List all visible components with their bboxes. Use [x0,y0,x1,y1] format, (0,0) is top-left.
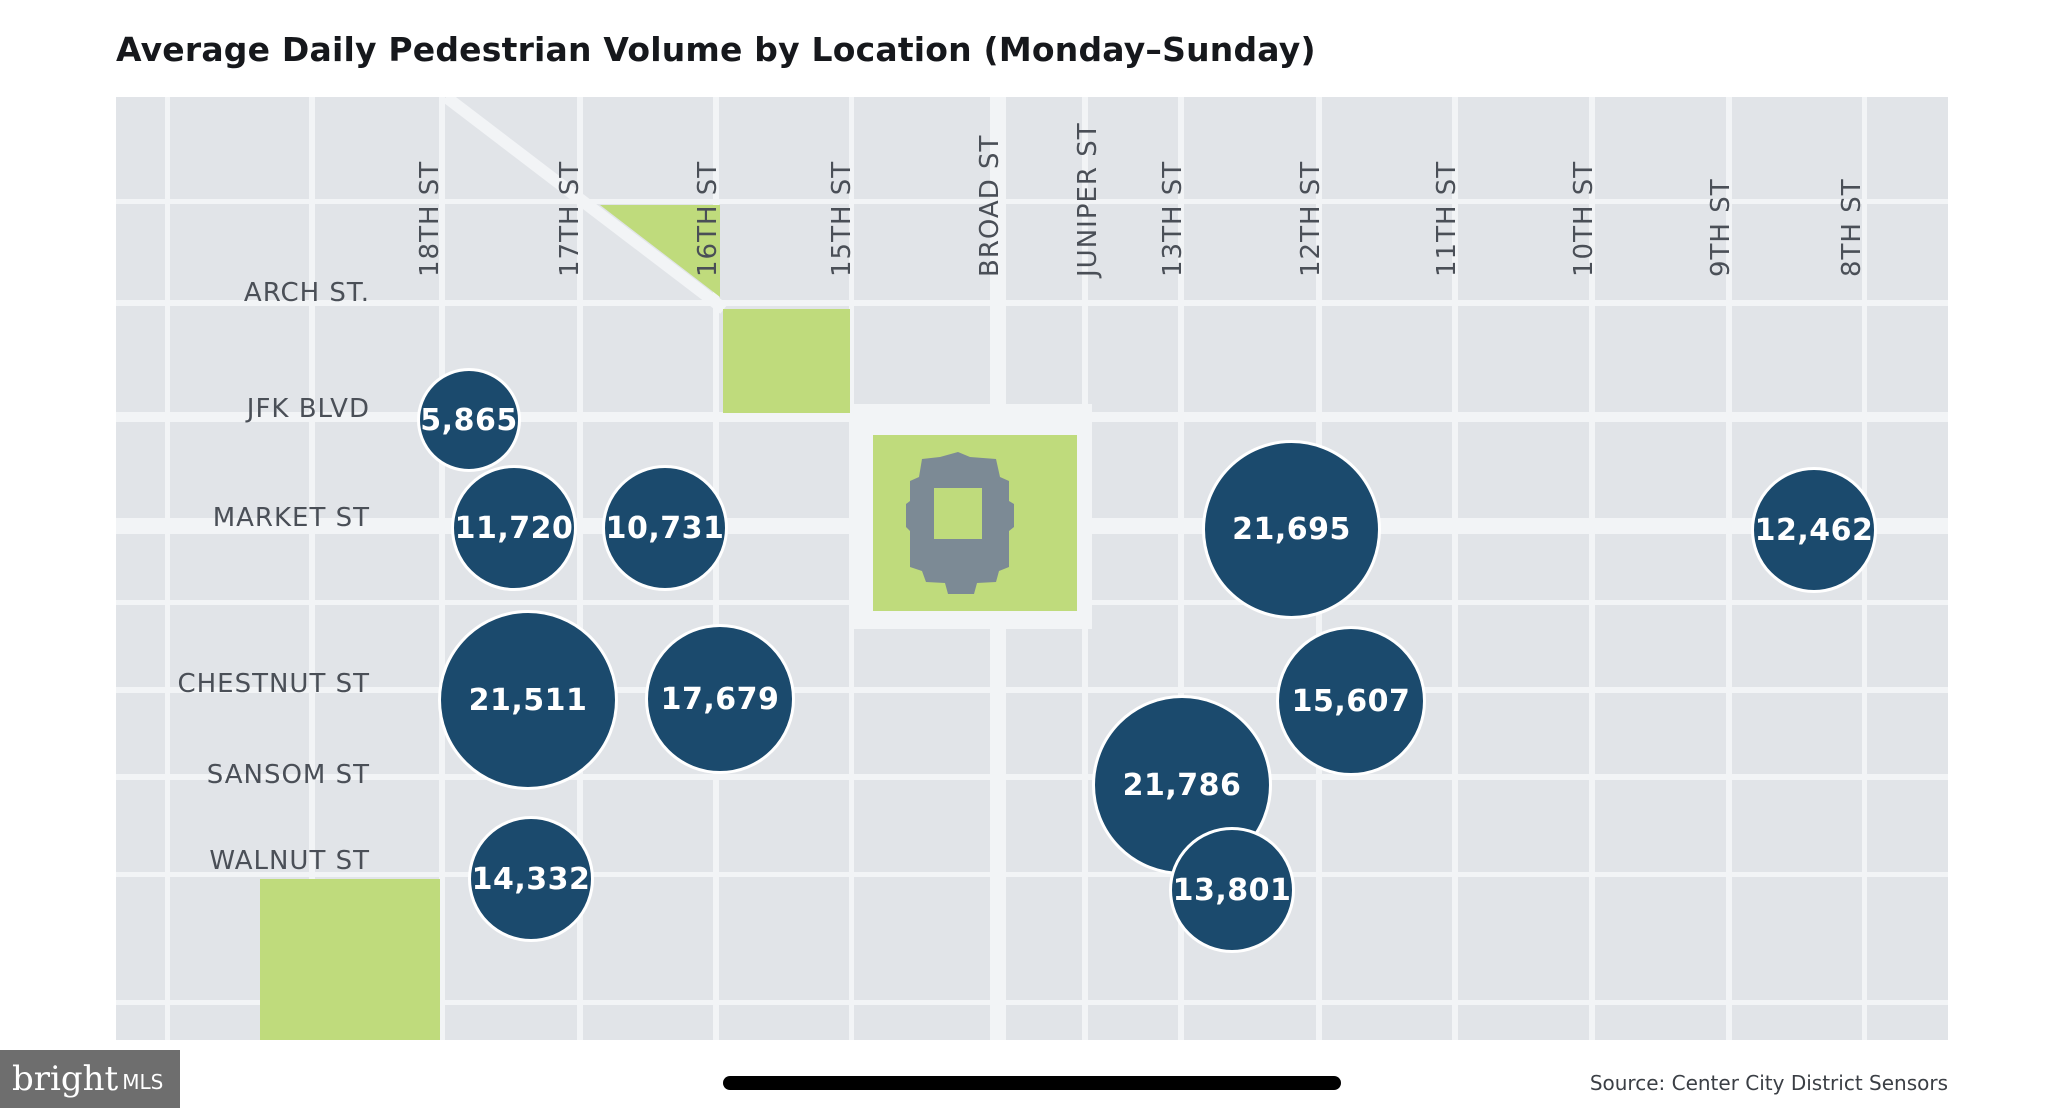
street-label-15th: 15TH ST [827,160,857,277]
street-label-sansom: SANSOM ST [206,760,370,790]
logo-suffix: MLS [122,1070,164,1094]
street-label-chestnut: CHESTNUT ST [177,669,370,699]
street-label-11th: 11TH ST [1432,160,1462,277]
street-line [1589,97,1595,1040]
volume-bubble-12th-market: 21,695 [1202,440,1381,619]
street-line [1726,97,1732,1040]
parkway-line [442,97,728,314]
street-grid [116,97,1948,1040]
street-line [1862,97,1867,1040]
street-map: ARCH ST. JFK BLVD MARKET ST CHESTNUT ST … [116,97,1948,1040]
street-label-18th: 18TH ST [415,160,445,277]
logan-square-park [600,205,720,297]
logo-wordmark: bright [12,1059,119,1099]
street-line [1452,97,1458,1040]
street-line [116,774,1948,780]
bright-mls-logo: bright MLS [0,1050,180,1108]
volume-bubble-16th-market: 10,731 [602,465,728,591]
street-line [116,687,1948,693]
street-line [116,300,1948,306]
street-line [116,872,1948,877]
street-line [439,97,445,1040]
street-label-arch: ARCH ST. [243,278,370,308]
street-label-16th: 16TH ST [693,160,723,277]
volume-bubble-16th-chestnut: 17,679 [645,624,795,774]
street-line [165,97,170,1040]
street-label-12th: 12TH ST [1296,160,1326,277]
street-label-juniper: JUNIPER ST [1073,122,1103,277]
source-note: Source: Center City District Sensors [1589,1071,1948,1095]
volume-bubble-17th-walnut: 14,332 [468,816,594,942]
street-line [309,97,315,1040]
street-line [116,1000,1948,1005]
chart-title: Average Daily Pedestrian Volume by Locat… [116,30,1316,69]
volume-bubble-17th-chestnut: 21,511 [438,610,618,790]
city-hall-courtyard [934,488,982,539]
street-label-9th: 9TH ST [1706,178,1736,277]
street-line [849,97,854,1040]
street-line [1178,97,1184,1040]
street-label-17th: 17TH ST [555,160,585,277]
volume-bubble-18th-jfk: 5,865 [417,368,521,472]
street-line [713,97,719,1040]
street-line [577,97,583,1040]
volume-bubble-18th-market: 11,720 [451,465,577,591]
street-label-broad: BROAD ST [975,134,1005,277]
street-label-market: MARKET ST [212,503,370,533]
volume-bubble-13th-walnut: 13,801 [1169,827,1295,953]
street-label-10th: 10TH ST [1569,160,1599,277]
rittenhouse-square [260,879,440,1040]
love-park [723,309,850,413]
home-indicator[interactable] [723,1076,1341,1090]
street-line [116,199,1948,204]
volume-bubble-12th-chestnut: 15,607 [1276,626,1426,776]
street-label-13th: 13TH ST [1158,160,1188,277]
street-label-walnut: WALNUT ST [209,846,370,876]
street-label-8th: 8TH ST [1837,178,1867,277]
street-label-jfk: JFK BLVD [246,394,370,424]
volume-bubble-8th-market: 12,462 [1751,467,1877,593]
